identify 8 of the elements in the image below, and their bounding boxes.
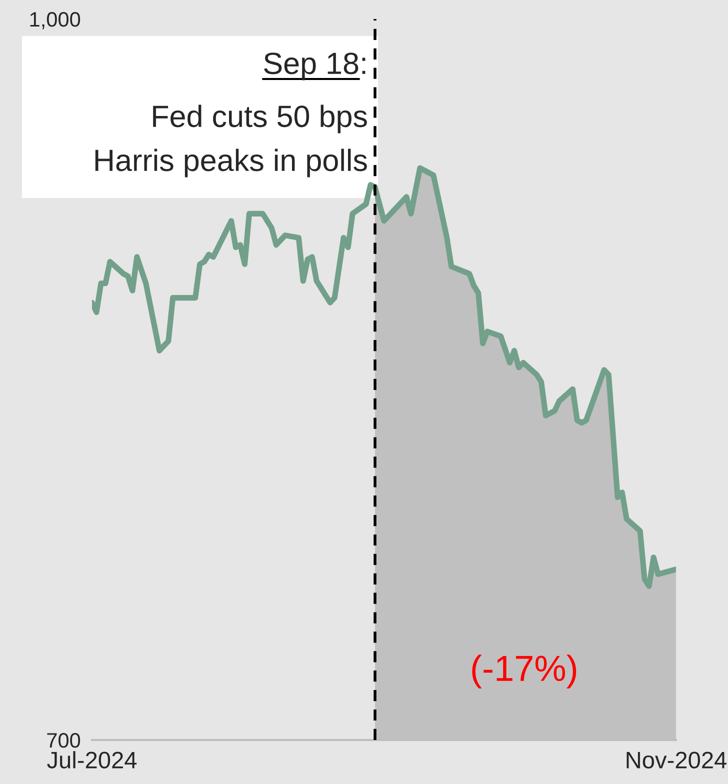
- x-tick-label: Jul-2024: [47, 751, 137, 768]
- annotation: Harris peaks in polls: [95, 148, 367, 178]
- annotation: Fed cuts 50 bps: [153, 104, 367, 134]
- y-tick-label: 700: [47, 733, 80, 748]
- x-tick-label: Nov-2024: [626, 752, 726, 768]
- y-tick-label: 1,000: [30, 12, 80, 30]
- annotation: (-17%): [472, 654, 576, 688]
- ref-line-label: Sep 18:: [264, 52, 366, 80]
